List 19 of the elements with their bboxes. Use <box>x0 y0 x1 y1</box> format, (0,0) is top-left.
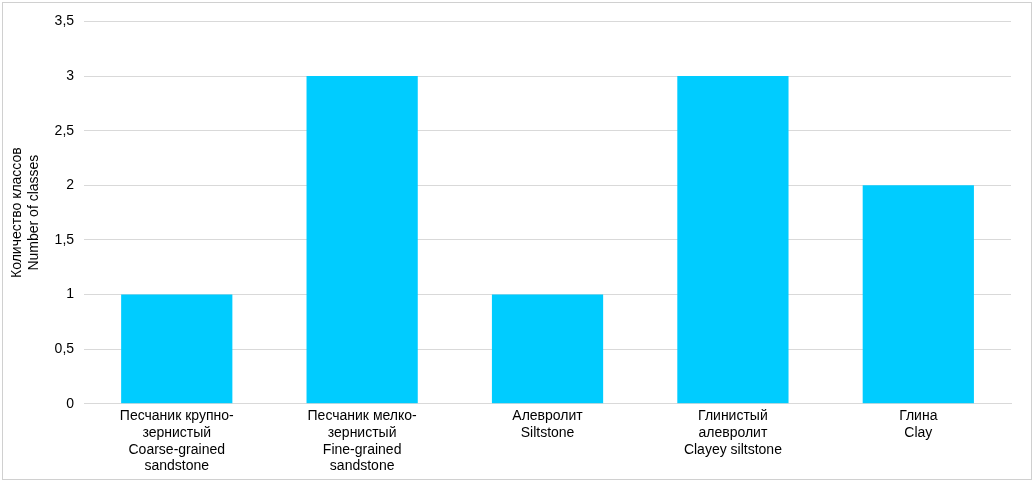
x-tick-label: Песчаник мелко- зернистый Fine-grained sandstone <box>307 407 418 474</box>
y-tick-label: 0 <box>66 394 75 411</box>
x-tick-label: Глина Clay <box>899 407 938 440</box>
bar <box>862 185 974 404</box>
bar <box>306 76 418 404</box>
x-tick-label: Алевролит Siltstone <box>512 407 584 440</box>
bar <box>677 76 789 404</box>
y-axis-title: Количество классов Number of classes <box>8 147 42 278</box>
y-tick-label: 0,5 <box>54 340 75 357</box>
y-tick-label: 1,5 <box>54 230 75 247</box>
y-tick-label: 3,5 <box>54 12 75 29</box>
y-tick-label: 2,5 <box>54 121 75 138</box>
y-tick-label: 1 <box>66 285 75 302</box>
y-tick-label: 3 <box>66 66 75 83</box>
bar <box>491 294 604 404</box>
x-tick-label: Глинистый алевролит Clayey siltstone <box>683 407 783 457</box>
y-tick-label: 2 <box>66 176 75 193</box>
bar <box>121 294 233 404</box>
x-tick-label: Песчаник крупно- зернистый Coarse-grained sandstone <box>119 407 235 474</box>
